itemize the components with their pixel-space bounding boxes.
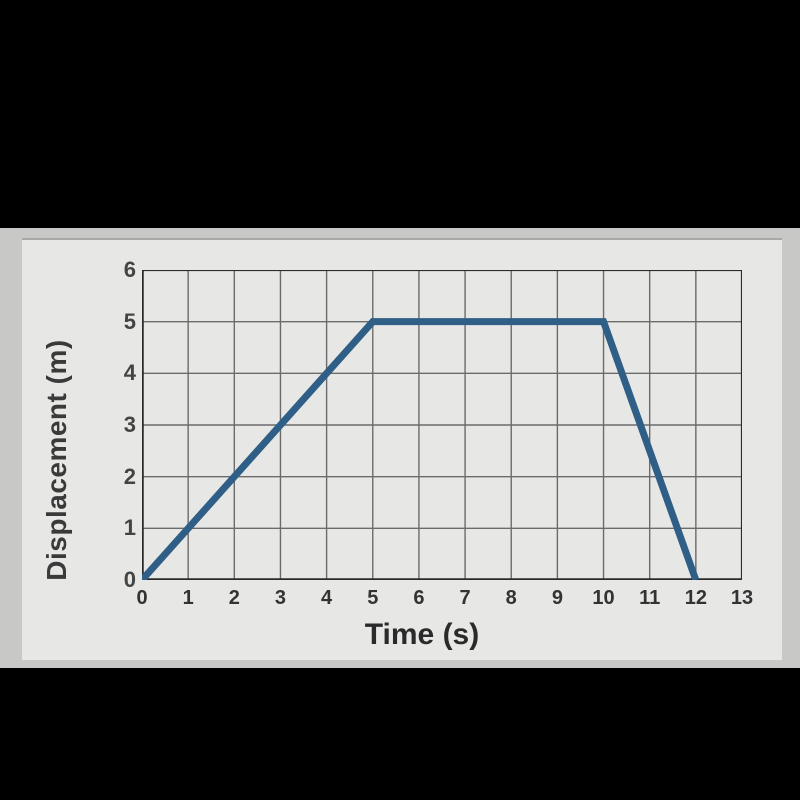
y-tick-label: 0 bbox=[114, 567, 136, 593]
x-tick-label: 2 bbox=[229, 587, 240, 610]
y-tick-label: 4 bbox=[114, 360, 136, 386]
x-tick-label: 8 bbox=[506, 587, 517, 610]
chart-paper: Displacement (m) 01234560123456789101112… bbox=[22, 238, 782, 660]
y-tick-label: 6 bbox=[114, 257, 136, 283]
y-tick-label: 5 bbox=[114, 309, 136, 335]
y-tick-label: 3 bbox=[114, 412, 136, 438]
x-tick-label: 7 bbox=[460, 587, 471, 610]
photo-background: Displacement (m) 01234560123456789101112… bbox=[0, 228, 800, 668]
x-tick-label: 5 bbox=[367, 587, 378, 610]
x-tick-label: 4 bbox=[321, 587, 332, 610]
x-tick-label: 9 bbox=[552, 587, 563, 610]
chart-svg bbox=[142, 270, 742, 580]
x-tick-label: 3 bbox=[275, 587, 286, 610]
x-tick-label: 6 bbox=[413, 587, 424, 610]
x-tick-label: 11 bbox=[639, 587, 660, 610]
y-axis-label: Displacement (m) bbox=[41, 339, 73, 580]
x-tick-label: 13 bbox=[731, 587, 753, 610]
x-tick-label: 1 bbox=[183, 587, 194, 610]
x-tick-label: 10 bbox=[592, 587, 614, 610]
x-tick-label: 12 bbox=[685, 587, 707, 610]
x-axis-label: Time (s) bbox=[365, 618, 479, 652]
chart-container: Displacement (m) 01234560123456789101112… bbox=[72, 270, 772, 650]
x-tick-label: 0 bbox=[136, 587, 147, 610]
plot-area: 0123456012345678910111213 bbox=[142, 270, 742, 580]
y-tick-label: 2 bbox=[114, 464, 136, 490]
y-tick-label: 1 bbox=[114, 515, 136, 541]
